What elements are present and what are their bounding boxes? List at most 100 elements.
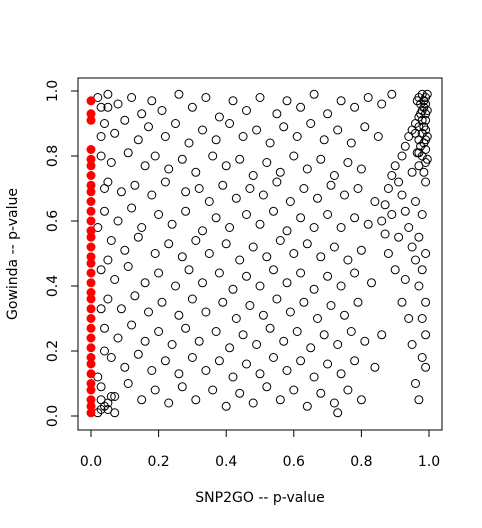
y-tick-label: 0.4: [45, 275, 61, 297]
data-point: [356, 395, 366, 405]
data-point: [262, 382, 272, 392]
data-point: [289, 151, 299, 161]
data-point: [380, 229, 390, 239]
x-tick-label: 1.0: [418, 454, 440, 470]
data-point: [419, 167, 429, 177]
data-point: [228, 372, 238, 382]
data-point: [123, 379, 133, 388]
data-point: [147, 190, 157, 200]
data-point: [296, 213, 306, 223]
data-point: [370, 197, 380, 206]
data-point: [407, 340, 417, 349]
data-point: [414, 281, 424, 291]
data-point: [421, 362, 431, 372]
data-point: [329, 171, 339, 180]
red-data-point: [86, 109, 96, 119]
data-point: [377, 216, 387, 226]
data-point: [390, 161, 400, 171]
data-point: [144, 307, 153, 317]
red-data-point: [86, 154, 96, 164]
data-point: [397, 297, 407, 307]
data-point: [154, 210, 164, 219]
data-point: [133, 349, 143, 359]
data-point: [417, 89, 427, 99]
data-point: [191, 167, 201, 177]
data-point: [120, 245, 130, 255]
data-point: [279, 336, 289, 346]
data-point: [265, 138, 275, 148]
data-point: [100, 206, 109, 216]
data-point: [106, 158, 116, 167]
data-point: [296, 356, 306, 366]
data-point: [181, 206, 191, 216]
data-point: [211, 213, 221, 223]
data-point: [160, 356, 170, 366]
data-point: [296, 268, 306, 278]
data-point: [272, 109, 282, 119]
data-point: [133, 232, 143, 242]
data-point: [414, 161, 424, 171]
data-point: [353, 297, 363, 307]
data-point: [400, 275, 410, 284]
data-point: [313, 193, 322, 203]
data-point: [130, 180, 140, 190]
data-point: [140, 278, 150, 288]
data-point: [269, 265, 278, 275]
red-data-point: [86, 314, 96, 323]
data-point: [400, 141, 410, 151]
data-point: [340, 310, 349, 320]
data-point: [194, 184, 204, 193]
data-point: [269, 353, 278, 362]
data-point: [275, 395, 285, 405]
y-axis: 0.0 0.2 0.4 0.6 0.8 1.0: [45, 80, 79, 427]
data-point: [387, 210, 397, 219]
data-point: [397, 190, 407, 200]
data-point: [177, 252, 187, 262]
data-point: [262, 158, 272, 167]
data-point: [140, 336, 150, 346]
red-data-point: [86, 323, 96, 333]
data-point: [350, 102, 360, 112]
data-point: [272, 177, 282, 187]
data-point: [96, 132, 106, 141]
data-point: [373, 132, 383, 141]
data-point: [137, 395, 147, 405]
data-point: [356, 245, 366, 255]
data-point: [316, 154, 326, 164]
data-point: [421, 115, 431, 125]
data-point: [235, 255, 245, 265]
data-point: [174, 310, 184, 320]
data-point: [228, 284, 238, 294]
x-tick-label: 0.0: [80, 454, 102, 470]
red-data-point: [86, 206, 96, 216]
data-point: [285, 197, 295, 206]
data-point: [191, 395, 201, 405]
data-point: [367, 278, 376, 288]
data-point: [265, 323, 275, 333]
data-point: [214, 356, 224, 366]
data-point: [96, 265, 106, 275]
data-point: [171, 281, 180, 291]
data-point: [360, 122, 370, 132]
data-point: [292, 132, 302, 141]
data-point: [421, 125, 431, 135]
data-point: [181, 187, 191, 197]
data-point: [127, 203, 137, 213]
red-data-point: [86, 252, 96, 262]
data-point: [201, 93, 211, 102]
data-point: [336, 223, 346, 232]
data-point: [363, 219, 373, 229]
data-point: [282, 278, 292, 288]
red-data-point: [86, 333, 96, 343]
red-data-point: [86, 197, 96, 206]
data-point: [302, 401, 312, 411]
data-point: [204, 249, 214, 258]
data-point: [245, 184, 255, 193]
data-point: [221, 401, 231, 411]
data-point: [160, 177, 170, 187]
data-point: [100, 119, 109, 128]
data-point: [238, 132, 248, 141]
red-data-point: [86, 171, 96, 180]
data-point: [407, 167, 417, 177]
data-point: [184, 138, 194, 148]
